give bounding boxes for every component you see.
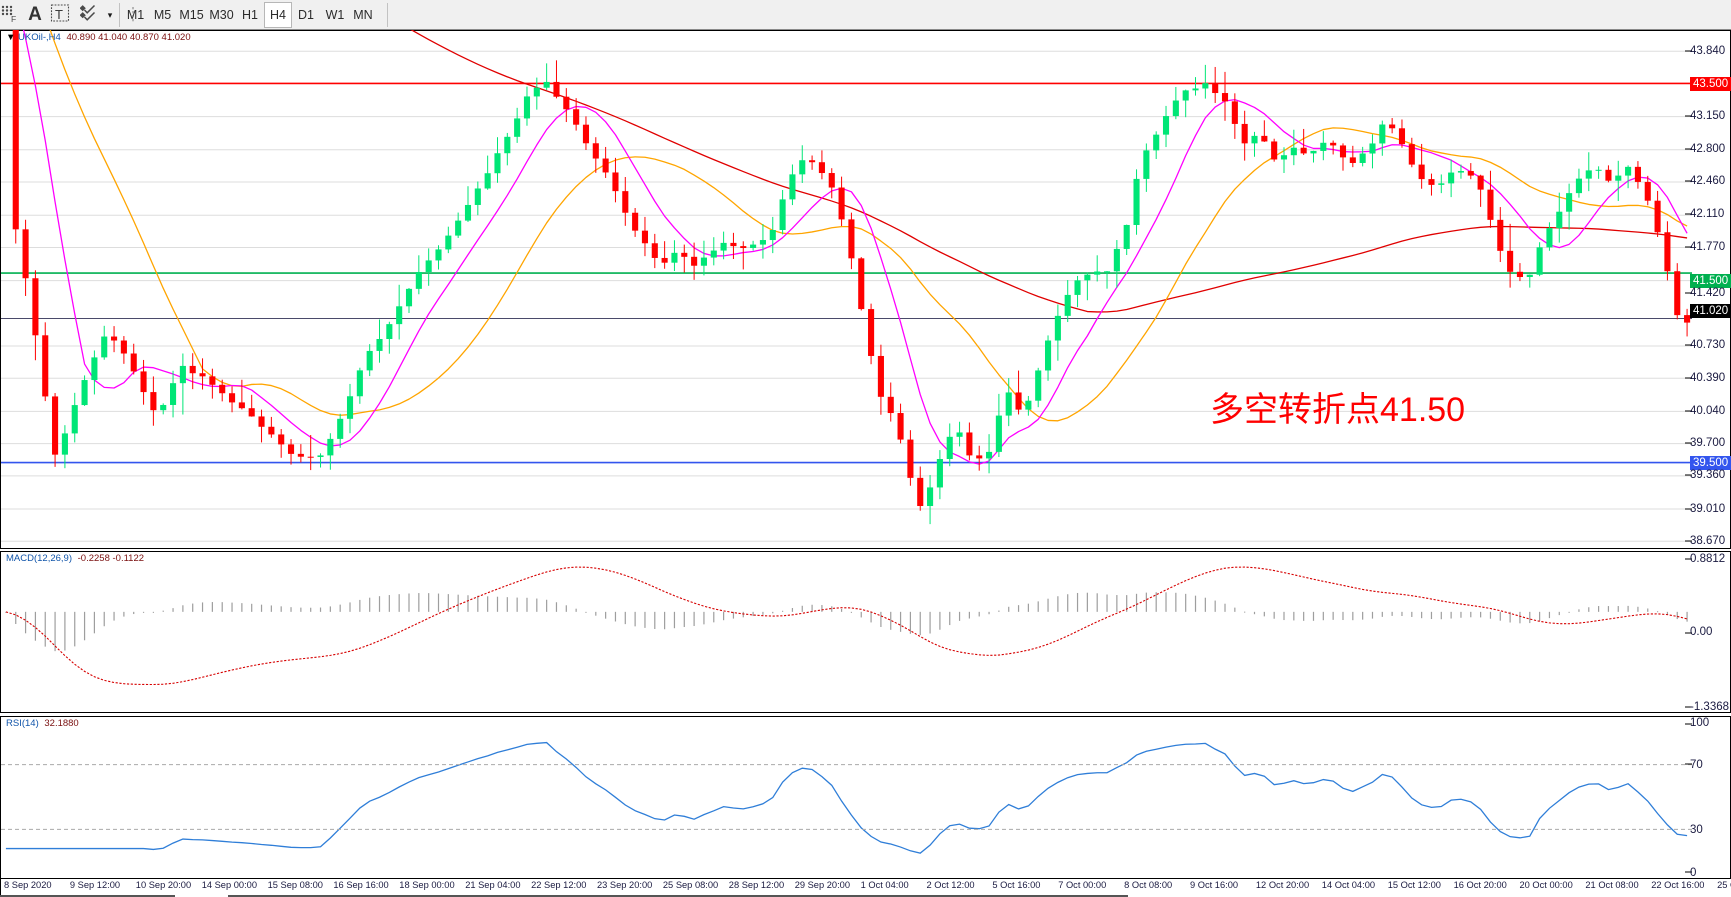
svg-text:F: F xyxy=(11,14,16,24)
svg-text:T: T xyxy=(55,7,63,22)
